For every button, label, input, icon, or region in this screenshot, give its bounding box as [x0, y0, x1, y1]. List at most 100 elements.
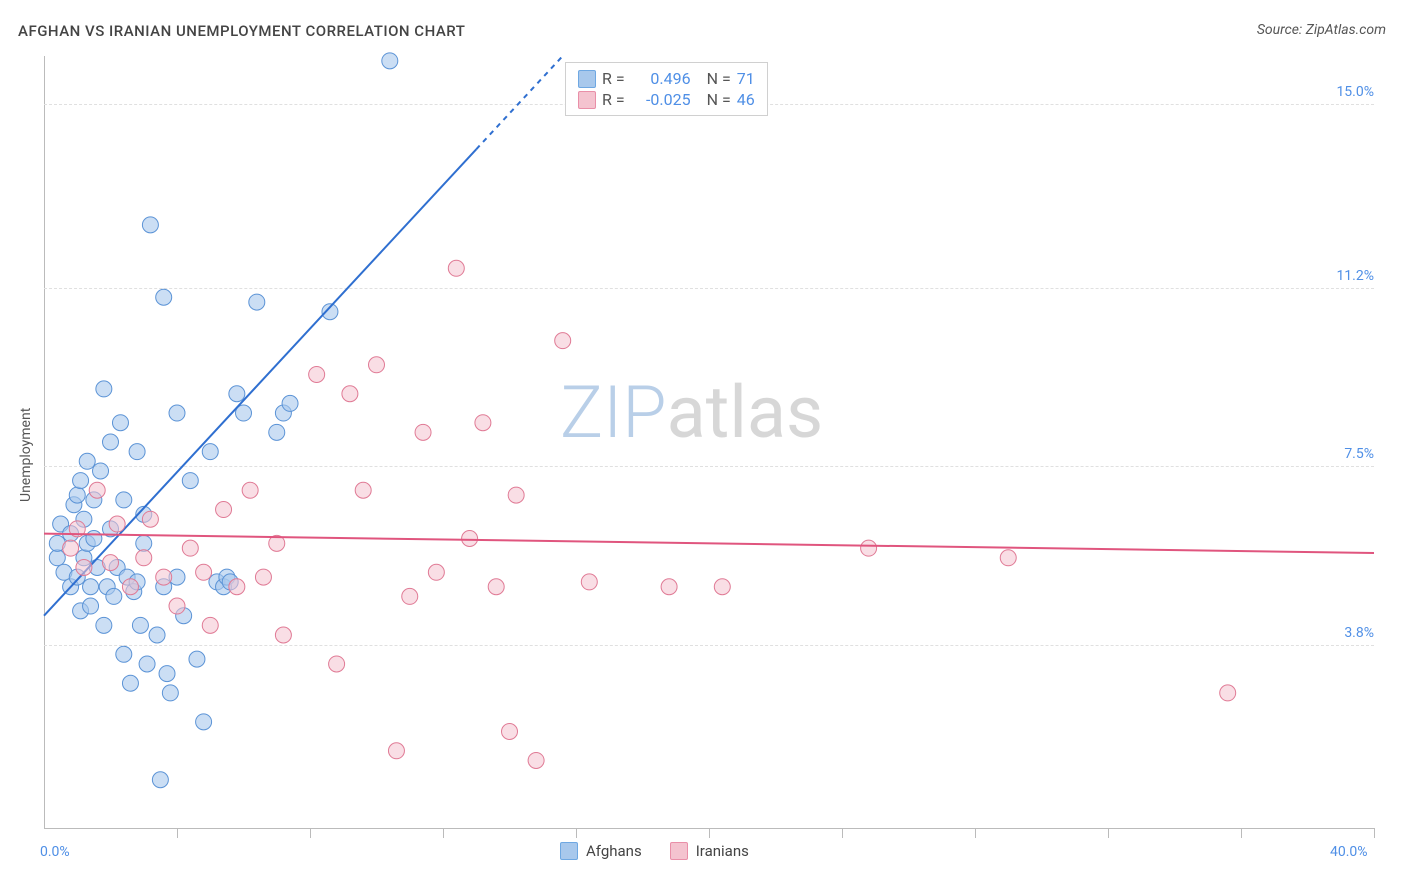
data-point [269, 424, 285, 440]
data-point [282, 395, 298, 411]
data-point [255, 569, 271, 585]
data-point [196, 714, 212, 730]
x-tick [709, 828, 710, 838]
data-point [275, 627, 291, 643]
data-point [159, 666, 175, 682]
data-point [415, 424, 431, 440]
data-point [76, 559, 92, 575]
data-point [93, 463, 109, 479]
data-point [136, 535, 152, 551]
n-label: N = [707, 69, 731, 88]
data-point [162, 685, 178, 701]
data-point [96, 381, 112, 397]
data-point [581, 574, 597, 590]
correlation-box: R = 0.496 N = 71 R = -0.025 N = 46 [565, 62, 768, 116]
chart-container: AFGHAN VS IRANIAN UNEMPLOYMENT CORRELATI… [0, 0, 1406, 892]
data-point [86, 531, 102, 547]
legend-label: Afghans [586, 842, 642, 860]
chart-title: AFGHAN VS IRANIAN UNEMPLOYMENT CORRELATI… [18, 22, 465, 40]
x-tick [576, 828, 577, 838]
data-point [388, 743, 404, 759]
data-point [202, 617, 218, 633]
legend: Afghans Iranians [560, 842, 749, 860]
data-point [661, 579, 677, 595]
x-axis-min-label: 0.0% [40, 844, 70, 860]
data-point [89, 482, 105, 498]
data-point [169, 405, 185, 421]
data-point [142, 217, 158, 233]
data-point [83, 579, 99, 595]
trend-line [44, 534, 1374, 553]
legend-item: Iranians [670, 842, 749, 860]
data-point [502, 724, 518, 740]
data-point [196, 564, 212, 580]
data-point [129, 444, 145, 460]
data-point [103, 555, 119, 571]
data-point [229, 386, 245, 402]
source-label: Source: ZipAtlas.com [1257, 22, 1386, 38]
data-point [122, 675, 138, 691]
correlation-row: R = 0.496 N = 71 [578, 69, 755, 88]
data-point [402, 588, 418, 604]
x-axis-max-label: 40.0% [1330, 844, 1368, 860]
data-point [73, 473, 89, 489]
data-point [369, 357, 385, 373]
data-point [428, 564, 444, 580]
data-point [182, 473, 198, 489]
data-point [309, 366, 325, 382]
r-value: -0.025 [631, 90, 691, 109]
scatter-plot [44, 56, 1374, 828]
data-point [249, 294, 265, 310]
x-tick [310, 828, 311, 838]
data-point [329, 656, 345, 672]
n-value: 71 [737, 69, 755, 88]
data-point [136, 550, 152, 566]
legend-item: Afghans [560, 842, 642, 860]
x-tick [842, 828, 843, 838]
data-point [475, 415, 491, 431]
data-point [555, 333, 571, 349]
data-point [63, 540, 79, 556]
data-point [139, 656, 155, 672]
data-point [112, 415, 128, 431]
data-point [242, 482, 258, 498]
r-label: R = [602, 90, 625, 109]
x-tick [975, 828, 976, 838]
data-point [106, 588, 122, 604]
x-tick [443, 828, 444, 838]
x-tick [1241, 828, 1242, 838]
data-point [96, 617, 112, 633]
data-point [229, 579, 245, 595]
legend-swatch [670, 842, 688, 860]
r-value: 0.496 [631, 69, 691, 88]
x-tick [1108, 828, 1109, 838]
data-point [462, 531, 478, 547]
data-point [156, 289, 172, 305]
x-tick [177, 828, 178, 838]
legend-swatch [578, 91, 596, 109]
data-point [1000, 550, 1016, 566]
n-value: 46 [737, 90, 755, 109]
data-point [69, 487, 85, 503]
data-point [508, 487, 524, 503]
y-axis-label: Unemployment [18, 408, 34, 502]
trend-line-dashed [476, 56, 562, 149]
data-point [149, 627, 165, 643]
data-point [528, 752, 544, 768]
data-point [116, 492, 132, 508]
data-point [122, 579, 138, 595]
data-point [49, 550, 65, 566]
r-label: R = [602, 69, 625, 88]
data-point [189, 651, 205, 667]
data-point [83, 598, 99, 614]
data-point [182, 540, 198, 556]
data-point [109, 516, 125, 532]
data-point [142, 511, 158, 527]
data-point [714, 579, 730, 595]
data-point [448, 260, 464, 276]
x-tick [1374, 828, 1375, 838]
data-point [202, 444, 218, 460]
n-label: N = [707, 90, 731, 109]
data-point [156, 569, 172, 585]
data-point [488, 579, 504, 595]
